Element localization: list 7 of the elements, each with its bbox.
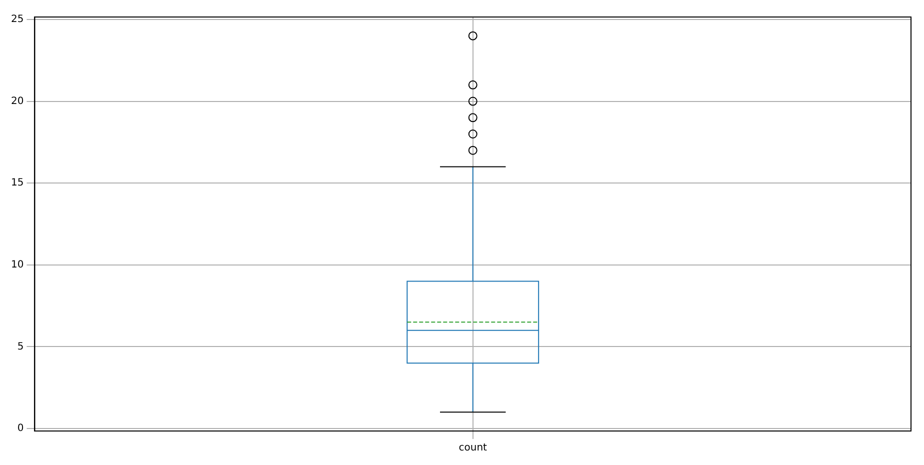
y-tick-label: 10 xyxy=(10,260,24,271)
y-tick-label: 15 xyxy=(10,178,24,189)
y-tick-label: 20 xyxy=(10,96,24,107)
y-tick-label: 25 xyxy=(10,14,24,26)
y-tick-label: 0 xyxy=(17,423,24,434)
y-tick-label: 5 xyxy=(17,341,24,352)
x-tick-label: count xyxy=(458,442,488,454)
